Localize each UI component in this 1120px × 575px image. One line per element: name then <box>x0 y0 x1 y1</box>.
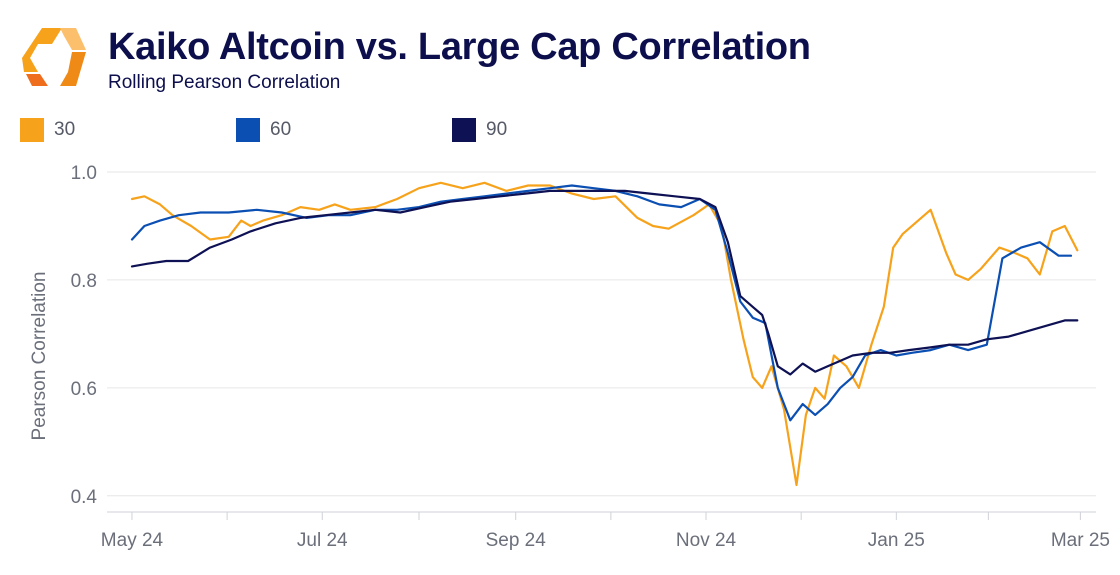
y-axis-title: Pearson Correlation <box>29 272 50 441</box>
y-tick-label: 0.6 <box>71 379 97 400</box>
legend-swatch-60 <box>236 118 260 142</box>
x-tick-label: Nov 24 <box>676 530 737 551</box>
y-tick-label: 0.4 <box>71 487 98 508</box>
series-line-30 <box>130 181 1079 487</box>
legend-label-90: 90 <box>486 119 508 140</box>
chart-title: Kaiko Altcoin vs. Large Cap Correlation <box>108 26 811 68</box>
x-tick-label: Jan 25 <box>868 530 925 551</box>
y-tick-label: 0.8 <box>71 271 97 292</box>
legend-label-60: 60 <box>270 119 292 140</box>
x-tick-label: Sep 24 <box>486 530 547 551</box>
legend-item-60[interactable]: 60 <box>236 118 291 142</box>
legend-label-30: 30 <box>54 119 76 140</box>
series-line-90 <box>130 189 1079 376</box>
chart-subtitle: Rolling Pearson Correlation <box>108 72 341 93</box>
kaiko-logo-icon <box>22 28 86 86</box>
x-tick-label: Jul 24 <box>297 530 348 551</box>
legend-swatch-90 <box>452 118 476 142</box>
x-tick-label: May 24 <box>101 530 164 551</box>
legend-item-30[interactable]: 30 <box>20 118 75 142</box>
y-tick-label: 1.0 <box>71 163 97 184</box>
legend-swatch-30 <box>20 118 44 142</box>
x-tick-label: Mar 25 <box>1051 530 1110 551</box>
series-line-60 <box>130 184 1073 422</box>
legend-item-90[interactable]: 90 <box>452 118 507 142</box>
